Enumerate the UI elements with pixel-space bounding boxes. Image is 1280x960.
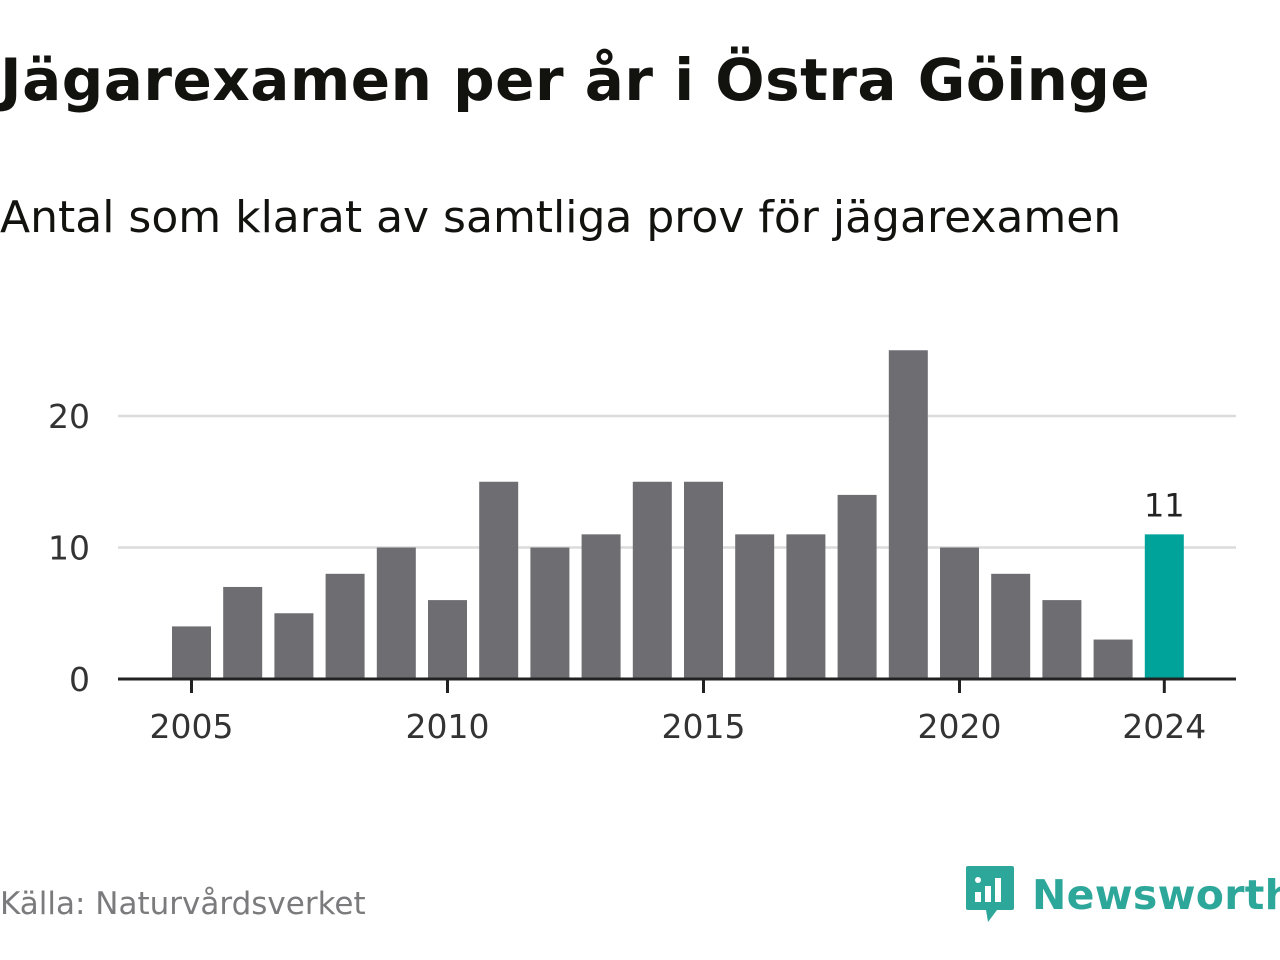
x-tick-label: 2015 (662, 707, 746, 746)
chart-title: Jägarexamen per år i Östra Göinge (0, 46, 1151, 114)
bar-2022 (1042, 600, 1082, 679)
bar-chart: 0 10 20 2005 2010 2015 2020 2024 11 (48, 350, 1236, 746)
x-tick-label: 2010 (406, 707, 490, 746)
bar-2013 (581, 534, 621, 679)
data-labels: 11 (1144, 486, 1185, 524)
newsworthy-logo-icon (966, 866, 1014, 922)
bar-2008 (325, 573, 365, 679)
y-tick-label: 20 (48, 397, 90, 436)
bar-2014 (632, 481, 672, 679)
bar-2017 (786, 534, 826, 679)
x-tick-label: 2024 (1122, 707, 1206, 746)
data-label-2024: 11 (1144, 486, 1185, 524)
bar-2020 (940, 547, 979, 679)
chart-subtitle: Antal som klarat av samtliga prov för jä… (0, 192, 1122, 243)
source-note: Källa: Naturvårdsverket (0, 886, 366, 922)
y-axis-ticks: 0 10 20 (48, 397, 90, 699)
x-tick-label: 2005 (150, 707, 234, 746)
bar-2016 (735, 534, 775, 679)
x-tick-label: 2020 (918, 707, 1002, 746)
bar-2015 (684, 481, 723, 679)
bar-2019 (888, 350, 928, 679)
bar-2006 (223, 586, 263, 679)
bar-2009 (376, 547, 416, 679)
gridlines (118, 414, 1236, 549)
bar-2012 (530, 547, 570, 679)
bar-2018 (837, 494, 877, 679)
bar-2023 (1093, 639, 1133, 679)
y-tick-label: 10 (48, 529, 90, 568)
bar-2007 (274, 613, 314, 679)
y-tick-label: 0 (69, 660, 90, 699)
bar-2005 (172, 626, 211, 679)
brand-logo: Newsworthy (964, 862, 1280, 928)
brand-name: Newsworthy (1032, 871, 1280, 919)
bar-2024 (1144, 534, 1184, 679)
bars (172, 350, 1184, 679)
bar-2011 (479, 481, 519, 679)
x-axis-ticks: 2005 2010 2015 2020 2024 (150, 679, 1206, 746)
bar-2010 (428, 600, 467, 679)
bar-2021 (991, 573, 1031, 679)
